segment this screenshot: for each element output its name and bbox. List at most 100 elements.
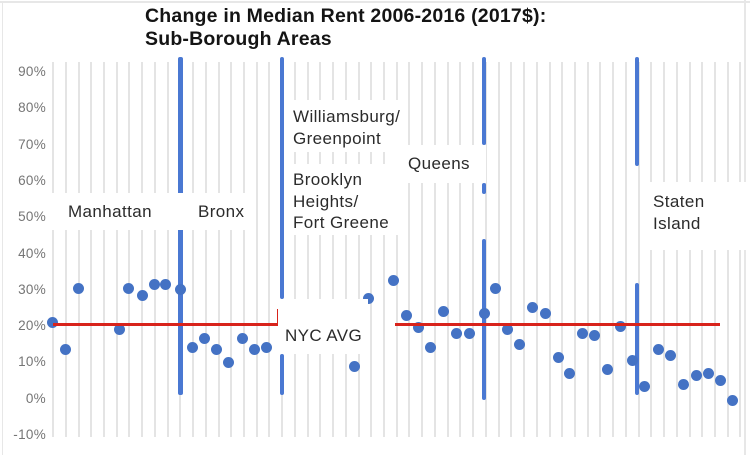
gridline [243, 62, 245, 437]
y-tick-label: 80% [18, 100, 46, 116]
brooklyn-queens-divider [481, 239, 487, 400]
data-point-brooklyn [463, 327, 475, 339]
gridline [637, 62, 640, 437]
gridline [370, 62, 373, 437]
data-point-queens [526, 302, 538, 314]
y-tick-label: 0% [25, 390, 46, 406]
gridline [64, 62, 67, 437]
gridline [535, 62, 538, 437]
data-point-manhattan [46, 317, 58, 328]
williamsburg-greenpoint-label: Williamsburg/ [293, 107, 401, 126]
queens-label: Queens [408, 154, 470, 173]
gridline [510, 62, 513, 437]
gridline [319, 62, 322, 437]
data-point-bronx [222, 356, 234, 368]
gridline [586, 62, 589, 437]
gridline [192, 62, 194, 437]
top-border [0, 1, 750, 3]
brooklyn-heights-fort-greene-label: Fort Greene [293, 213, 390, 232]
gridline [433, 62, 436, 437]
gridline [204, 62, 207, 437]
y-tick-label: -10% [13, 427, 46, 442]
data-point-manhattan [122, 282, 134, 294]
data-point-staten-island [664, 349, 676, 361]
staten-island-label: Staten [653, 192, 705, 211]
gridline [52, 62, 54, 437]
gridline [90, 62, 93, 437]
data-point-manhattan [159, 278, 171, 290]
gridline [446, 62, 449, 437]
y-tick-label: 10% [18, 354, 46, 370]
brooklyn-heights-fort-greene-label: Heights/ [293, 191, 359, 211]
gridline [472, 62, 475, 437]
data-point-bronx [198, 333, 210, 345]
data-point-queens [588, 329, 600, 341]
data-point-queens [614, 320, 626, 332]
gridline [497, 62, 500, 437]
data-point-queens [501, 324, 513, 336]
data-point-bronx [210, 344, 222, 356]
data-point-queens [489, 282, 501, 294]
gridline [344, 62, 347, 437]
chart-title-line2: Sub-Borough Areas [145, 27, 332, 50]
gridline [141, 62, 144, 437]
data-point-brooklyn [400, 309, 412, 321]
brooklyn-heights-fort-greene-label-box: Brooklyn Heights/Fort Greene [284, 164, 406, 235]
brooklyn-queens-divider [481, 57, 487, 145]
data-point-queens [626, 355, 638, 367]
data-point-staten-island [652, 344, 664, 356]
brooklyn-heights-fort-greene-label: Brooklyn [293, 170, 363, 189]
data-point-staten-island [677, 378, 689, 390]
gridline [421, 62, 424, 437]
nyc-avg-label-box: NYC AVG [278, 299, 368, 354]
data-point-bronx [186, 342, 198, 354]
staten-island-label-box: Staten Island [640, 182, 748, 250]
williamsburg-greenpoint-label: Greenpoint [293, 128, 382, 148]
chart-title: Change in Median Rent 2006-2016 (2017$):… [145, 5, 546, 50]
gridline [548, 62, 551, 437]
nyc-avg-label: NYC AVG [285, 326, 363, 345]
data-point-brooklyn [478, 307, 490, 319]
y-tick-label: 50% [18, 209, 46, 225]
data-point-staten-island [690, 369, 702, 381]
gridline [395, 62, 398, 437]
data-point-brooklyn [412, 322, 424, 334]
data-point-staten-island [638, 380, 650, 392]
manhattan-label-box: Manhattan [50, 193, 172, 230]
data-point-brooklyn [424, 342, 436, 354]
gridline [332, 62, 335, 437]
gridline [230, 62, 233, 437]
data-point-manhattan [72, 282, 84, 294]
gridline [624, 62, 627, 437]
gridline [459, 62, 462, 437]
y-tick-label: 30% [18, 281, 46, 297]
gridline [573, 62, 576, 437]
gridline [408, 62, 411, 437]
bronx-label: Bronx [198, 201, 245, 221]
gridline [217, 62, 220, 437]
manhattan-label: Manhattan [68, 201, 152, 221]
data-point-bronx [236, 333, 248, 345]
data-point-manhattan [148, 278, 160, 290]
gridline [77, 62, 80, 437]
y-tick-label: 60% [18, 172, 46, 188]
left-border [2, 2, 3, 455]
nyc-avg-line [53, 323, 277, 326]
gridline [561, 62, 564, 437]
data-point-queens [513, 338, 525, 350]
brooklyn-queens-divider [481, 183, 487, 194]
gridline [612, 62, 615, 437]
bronx-brooklyn-divider [279, 354, 285, 395]
data-point-manhattan [174, 284, 186, 296]
williamsburg-greenpoint-label-box: Williamsburg/Greenpoint [284, 100, 404, 152]
gridline [128, 62, 131, 437]
data-point-staten-island [714, 375, 726, 387]
queens-label-box: Queens [392, 145, 486, 183]
gridline [306, 62, 309, 437]
data-point-staten-island [726, 395, 738, 406]
queens-staten-island-divider [634, 283, 640, 395]
bronx-brooklyn-divider [279, 57, 285, 299]
